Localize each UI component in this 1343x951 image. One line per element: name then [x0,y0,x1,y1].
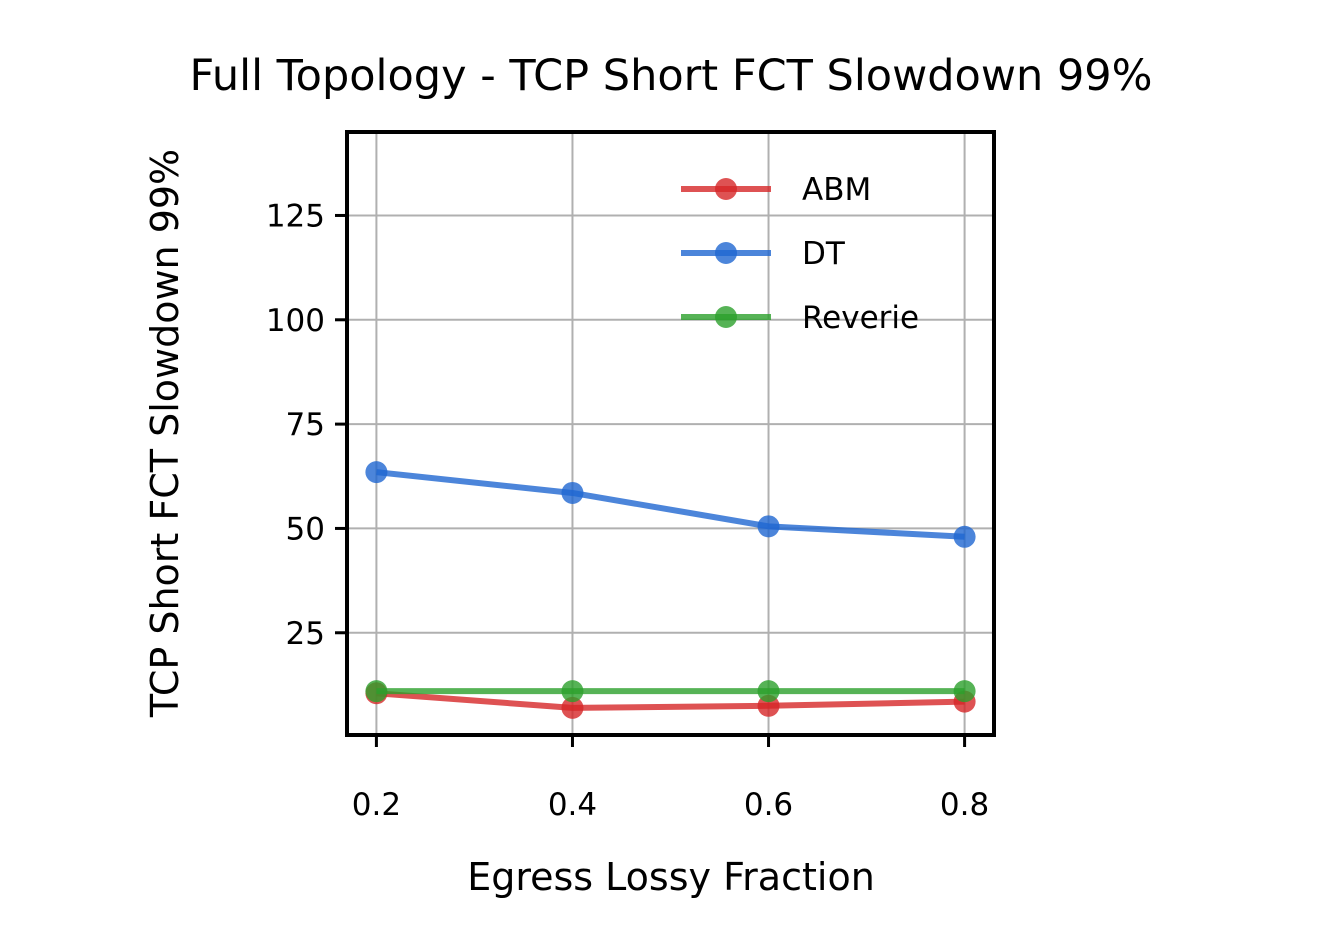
series-line [376,690,965,711]
data-point [757,515,780,538]
y-tick-label: 75 [286,407,325,443]
series-abm [365,682,976,719]
data-point [365,461,388,484]
data-point [757,680,780,703]
x-tick-label: 0.8 [940,787,989,823]
y-tick-label: 25 [286,616,325,652]
y-tick-label: 125 [266,198,325,234]
grid [347,132,994,735]
y-tick-label: 100 [266,303,325,339]
series-reverie [365,680,976,703]
legend-swatch-marker [715,306,737,328]
y-axis-label: TCP Short FCT Slowdown 99% [143,149,187,718]
x-tick-label: 0.2 [352,787,401,823]
legend-label: Reverie [802,300,919,336]
legend-item-dt: DT [681,236,846,272]
data-point [561,680,584,703]
legend: ABM DT Reverie [681,172,919,336]
data-point [953,525,976,548]
y-axis-ticks: 25 50 75 100 125 [266,198,347,652]
x-axis-ticks: 0.2 0.4 0.6 0.8 [352,735,989,823]
x-tick-label: 0.4 [548,787,597,823]
chart-title: Full Topology - TCP Short FCT Slowdown 9… [189,51,1152,101]
series-line [376,469,965,540]
x-tick-label: 0.6 [744,787,793,823]
legend-label: DT [802,236,846,272]
legend-item-reverie: Reverie [681,300,919,336]
data-point [953,680,976,703]
data-point [561,481,584,504]
legend-item-abm: ABM [681,172,871,208]
legend-swatch-marker [715,178,737,200]
data-point [561,696,584,719]
plot-area-frame [345,130,996,737]
x-axis-label: Egress Lossy Fraction [467,855,875,899]
data-point [365,680,388,703]
y-tick-label: 50 [286,511,325,547]
legend-label: ABM [802,172,871,208]
series-lines [365,461,976,719]
series-dt [365,461,976,548]
legend-swatch-marker [715,242,737,264]
